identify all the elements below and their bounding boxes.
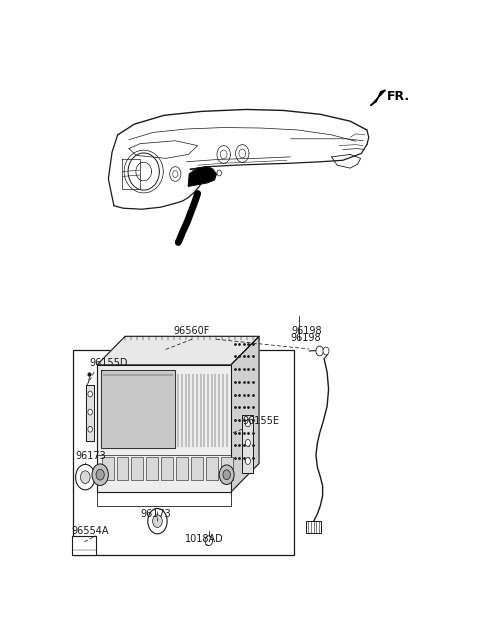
- Polygon shape: [231, 337, 259, 491]
- Polygon shape: [101, 370, 175, 448]
- Polygon shape: [86, 385, 94, 441]
- Bar: [206, 457, 218, 480]
- Circle shape: [88, 426, 92, 432]
- Polygon shape: [97, 364, 231, 491]
- Text: 96173: 96173: [76, 450, 107, 460]
- Text: FR.: FR.: [386, 90, 410, 103]
- Circle shape: [96, 469, 104, 480]
- Bar: [72, 536, 96, 556]
- Bar: [102, 457, 114, 480]
- Polygon shape: [97, 337, 259, 364]
- Polygon shape: [188, 166, 216, 186]
- Bar: [117, 457, 129, 480]
- Bar: [221, 457, 233, 480]
- Text: 96198: 96198: [291, 326, 322, 337]
- Polygon shape: [242, 415, 253, 473]
- Text: 1018AD: 1018AD: [185, 533, 223, 544]
- Circle shape: [245, 439, 251, 446]
- Bar: [191, 457, 203, 480]
- Circle shape: [76, 464, 95, 490]
- Text: 96554A: 96554A: [71, 526, 108, 536]
- Text: 96173: 96173: [140, 509, 171, 519]
- Bar: [132, 457, 144, 480]
- Polygon shape: [371, 90, 385, 105]
- Text: 96560F: 96560F: [174, 326, 210, 337]
- Circle shape: [316, 346, 324, 356]
- Circle shape: [219, 465, 234, 485]
- Circle shape: [81, 471, 90, 483]
- Circle shape: [170, 166, 181, 182]
- Bar: [176, 457, 188, 480]
- Circle shape: [92, 464, 108, 485]
- Bar: [306, 521, 321, 533]
- Circle shape: [88, 391, 92, 397]
- Circle shape: [323, 347, 329, 355]
- Bar: [73, 350, 294, 556]
- Circle shape: [153, 515, 162, 528]
- Text: 96198: 96198: [290, 333, 321, 343]
- Circle shape: [223, 470, 230, 479]
- Circle shape: [245, 420, 251, 427]
- Bar: [146, 457, 158, 480]
- Circle shape: [245, 458, 251, 464]
- Text: 96155E: 96155E: [242, 417, 279, 426]
- Circle shape: [148, 509, 167, 534]
- Circle shape: [217, 170, 221, 176]
- Bar: [161, 457, 173, 480]
- Text: 96155D: 96155D: [90, 358, 128, 368]
- Circle shape: [88, 409, 92, 415]
- Circle shape: [173, 171, 178, 177]
- Circle shape: [205, 536, 213, 545]
